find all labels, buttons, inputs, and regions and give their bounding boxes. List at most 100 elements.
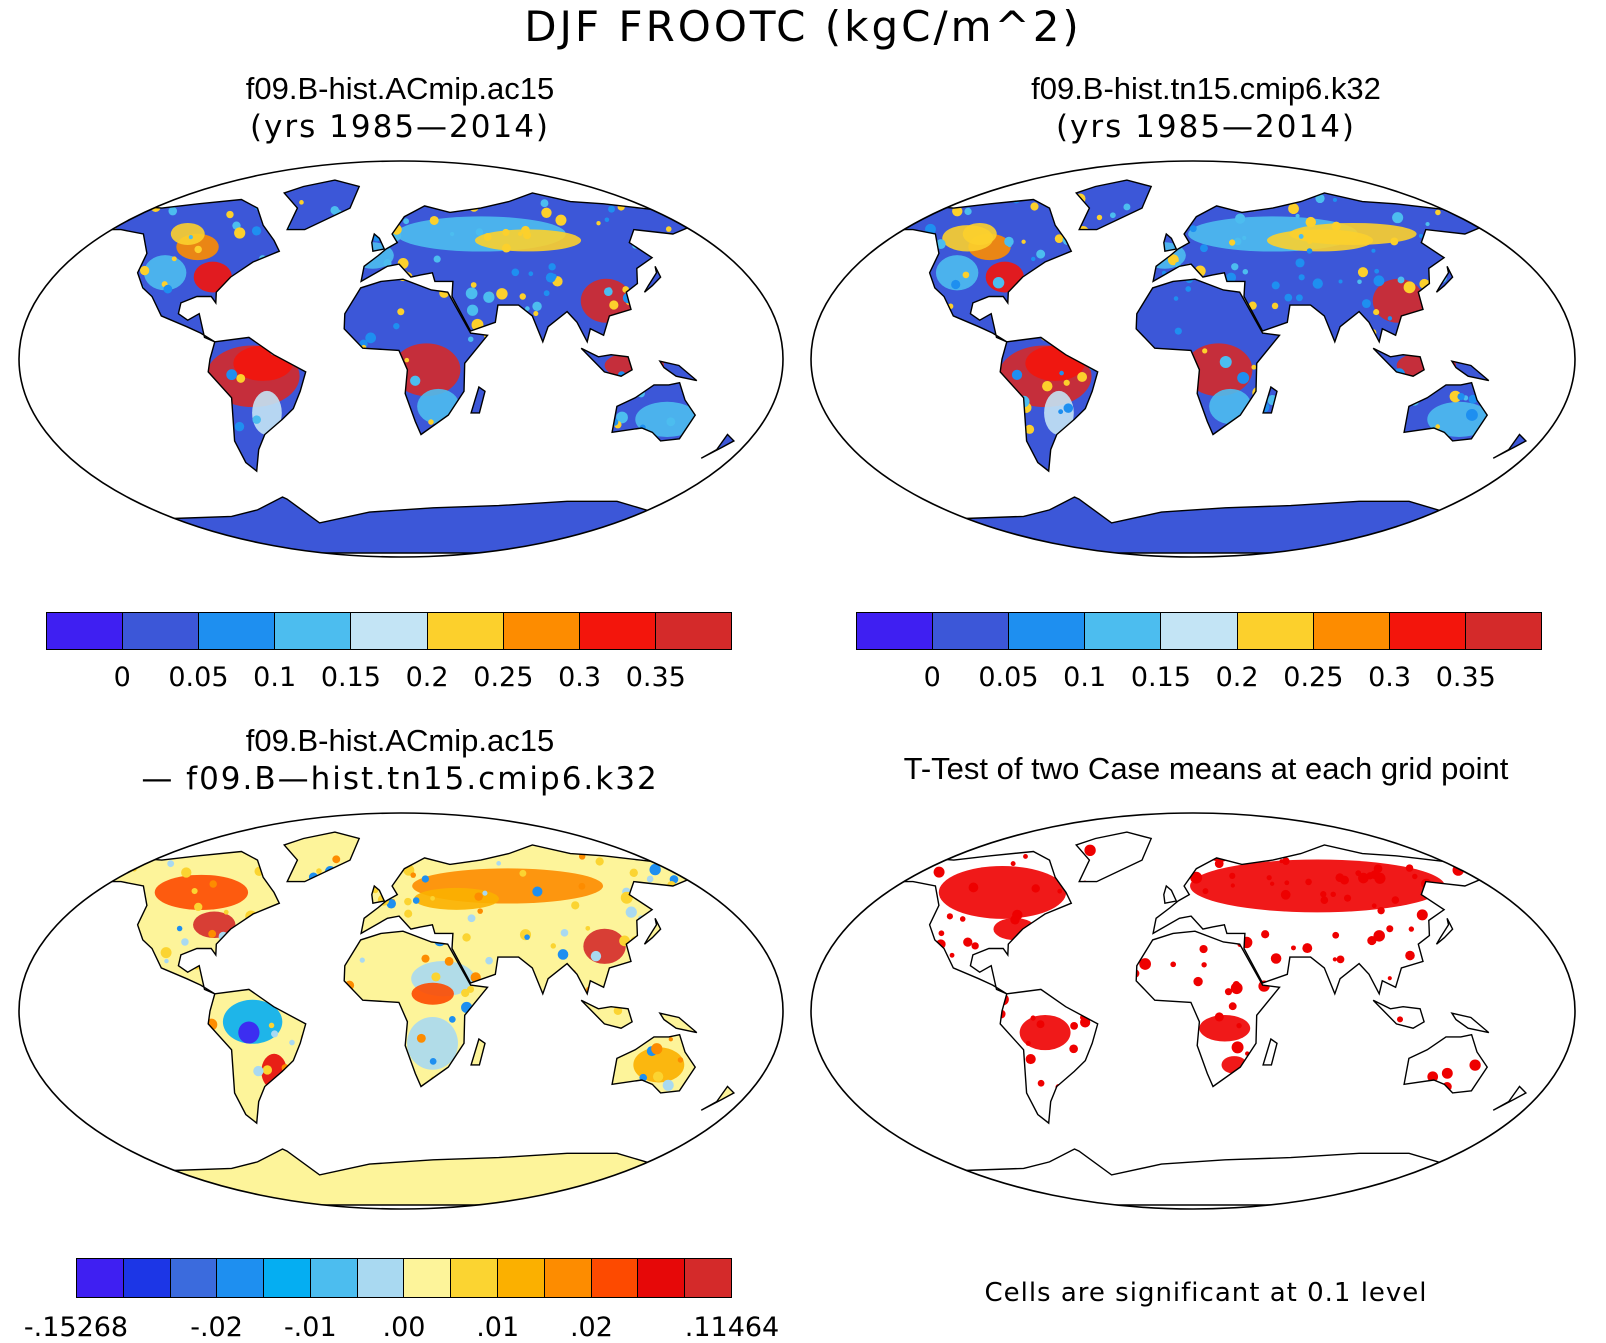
field-speck — [155, 445, 168, 457]
field-speck — [1124, 309, 1132, 318]
field-speck — [138, 951, 148, 961]
field-speck — [209, 880, 217, 888]
field-speck — [143, 845, 152, 854]
field-speck — [1374, 268, 1380, 274]
field-speck — [875, 228, 881, 234]
field-speck — [1222, 471, 1234, 483]
field-speck — [1052, 323, 1065, 336]
land-nz — [701, 1086, 734, 1111]
field-speck — [1371, 248, 1376, 253]
field-speck — [131, 201, 139, 210]
field-speck — [320, 268, 332, 281]
field-speck — [168, 206, 178, 216]
panel-title-ttest: T-Test of two Case means at each grid po… — [806, 750, 1606, 788]
field-speck — [1426, 327, 1436, 337]
field-speck — [1064, 929, 1077, 942]
field-speck — [1095, 978, 1105, 988]
field-speck — [305, 438, 313, 446]
field-speck — [519, 869, 527, 877]
field-speck — [1226, 272, 1237, 283]
field-speck — [1236, 1085, 1247, 1097]
field-speck — [649, 863, 661, 876]
colorbar-tick-label: 0.25 — [1283, 662, 1344, 693]
field-speck — [1261, 930, 1270, 939]
field-speck — [677, 1112, 689, 1124]
field-speck — [1107, 934, 1113, 940]
field-speck — [664, 455, 672, 464]
field-speck — [1279, 460, 1290, 471]
field-speck — [572, 368, 582, 378]
field-speck — [1367, 935, 1377, 946]
coastline-eurasia — [1152, 192, 1488, 344]
field-speck — [1242, 235, 1247, 241]
field-speck — [404, 909, 413, 918]
field-speck — [571, 447, 580, 455]
field-speck — [55, 400, 61, 406]
field-speck — [316, 868, 322, 874]
field-speck — [1007, 243, 1012, 248]
field-speck — [1189, 225, 1197, 233]
field-speck — [52, 1077, 63, 1088]
field-speck — [304, 422, 313, 431]
field-speck — [886, 1039, 890, 1051]
field-speck — [484, 1080, 492, 1088]
field-speck — [470, 1029, 479, 1037]
field-speck — [848, 926, 854, 932]
colorbar-tick-label: -.15268 — [23, 1312, 129, 1343]
field-speck — [836, 312, 846, 322]
field-speck — [987, 1090, 999, 1102]
field-speck — [1010, 915, 1020, 925]
land-newguinea — [1451, 1013, 1489, 1033]
field-speck — [302, 1093, 314, 1104]
field-speck — [291, 1063, 298, 1071]
field-patch — [938, 866, 1067, 919]
field-speck — [703, 429, 710, 435]
field-patch — [411, 982, 454, 1005]
field-speck — [127, 274, 140, 287]
field-speck — [521, 225, 530, 235]
coastline-newguinea — [1450, 360, 1490, 382]
field-speck — [1113, 1000, 1123, 1009]
field-speck — [57, 1017, 61, 1021]
field-speck — [541, 1043, 554, 1056]
field-speck — [1139, 438, 1144, 443]
field-speck — [868, 274, 877, 283]
field-speck — [1057, 460, 1063, 465]
field-speck — [475, 228, 484, 236]
field-speck — [303, 892, 316, 904]
field-speck — [1120, 272, 1131, 283]
field-speck — [565, 1100, 577, 1111]
field-speck — [410, 872, 416, 878]
field-speck — [112, 957, 117, 962]
field-speck — [1403, 1028, 1415, 1040]
field-speck — [1121, 1063, 1133, 1075]
field-speck — [1148, 364, 1156, 372]
field-speck — [223, 441, 235, 453]
field-speck — [1373, 275, 1385, 287]
field-speck — [135, 1006, 145, 1015]
field-speck — [62, 430, 67, 435]
field-speck — [1399, 374, 1406, 381]
field-speck — [899, 340, 911, 351]
field-speck — [515, 308, 524, 317]
field-speck — [718, 319, 726, 327]
field-speck — [652, 1071, 664, 1082]
field-speck — [1030, 1015, 1036, 1021]
field-speck — [1058, 268, 1070, 280]
field-speck — [51, 1015, 57, 1021]
field-speck — [617, 203, 625, 211]
field-speck — [857, 955, 868, 966]
field-speck — [426, 1109, 432, 1115]
field-speck — [69, 1053, 81, 1065]
field-speck — [668, 1037, 673, 1042]
field-speck — [1298, 233, 1304, 239]
field-speck — [551, 273, 557, 280]
field-speck — [356, 858, 367, 869]
field-speck — [1126, 348, 1139, 361]
field-speck — [524, 934, 530, 940]
field-speck — [596, 221, 601, 226]
field-speck — [927, 323, 933, 328]
field-speck — [1336, 955, 1345, 964]
field-speck — [1482, 1001, 1490, 1009]
field-speck — [948, 420, 959, 432]
